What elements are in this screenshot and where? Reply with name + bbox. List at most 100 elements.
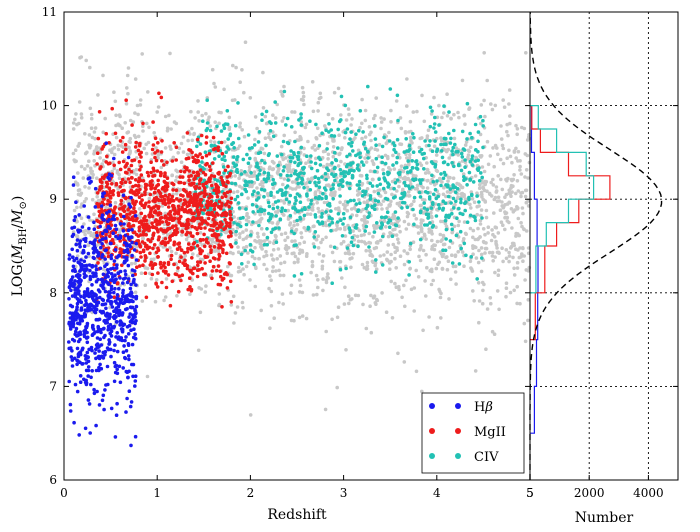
scatter-point <box>230 98 235 103</box>
scatter-point <box>313 180 317 185</box>
scatter-point <box>181 150 186 154</box>
scatter-point <box>361 189 365 194</box>
scatter-point <box>442 104 446 108</box>
scatter-point <box>262 177 267 181</box>
scatter-point <box>240 128 244 132</box>
scatter-point <box>336 206 341 210</box>
scatter-point <box>136 183 141 188</box>
scatter-point <box>468 226 473 231</box>
scatter-point <box>362 233 366 237</box>
scatter-point <box>368 197 373 201</box>
scatter-point <box>299 171 303 175</box>
scatter-point <box>393 181 398 185</box>
scatter-point <box>509 244 514 249</box>
scatter-point <box>460 78 465 83</box>
scatter-point <box>342 170 346 174</box>
scatter-point <box>316 100 321 105</box>
scatter-point <box>179 160 184 164</box>
scatter-point <box>331 186 335 191</box>
scatter-point <box>138 215 142 219</box>
scatter-point <box>363 156 367 160</box>
scatter-point <box>454 233 459 238</box>
scatter-point <box>398 229 402 234</box>
scatter-point <box>379 215 384 220</box>
scatter-point <box>195 137 200 142</box>
scatter-point <box>514 156 518 160</box>
scatter-point <box>88 166 93 171</box>
scatter-point <box>360 262 365 267</box>
scatter-point <box>67 320 72 325</box>
scatter-point <box>148 239 153 243</box>
scatter-point <box>269 230 274 235</box>
scatter-point <box>92 151 96 156</box>
scatter-point <box>365 199 370 203</box>
scatter-point <box>406 190 411 194</box>
scatter-point <box>397 172 402 177</box>
scatter-point <box>288 193 293 198</box>
scatter-point <box>118 380 123 385</box>
scatter-point <box>114 123 118 128</box>
scatter-point <box>292 231 297 236</box>
scatter-point <box>75 305 79 310</box>
scatter-point <box>125 280 130 285</box>
scatter-point <box>170 181 174 186</box>
scatter-point <box>351 251 356 256</box>
scatter-point <box>494 242 498 246</box>
scatter-point <box>333 157 338 162</box>
scatter-point <box>262 170 267 175</box>
scatter-point <box>261 106 266 110</box>
scatter-point <box>120 150 125 154</box>
scatter-point <box>518 301 522 306</box>
scatter-point <box>186 246 190 251</box>
scatter-point <box>212 140 217 144</box>
scatter-point <box>450 230 455 235</box>
scatter-point <box>360 121 364 126</box>
scatter-point <box>285 173 290 178</box>
scatter-point <box>143 254 148 258</box>
scatter-point <box>329 209 333 213</box>
scatter-point <box>361 302 365 307</box>
scatter-point <box>389 252 393 257</box>
scatter-point <box>376 189 380 193</box>
scatter-point <box>109 267 113 271</box>
scatter-point <box>412 309 417 313</box>
scatter-point <box>279 209 284 213</box>
scatter-point <box>216 226 220 231</box>
scatter-point <box>380 207 384 211</box>
scatter-point <box>90 283 94 287</box>
scatter-point <box>217 204 221 209</box>
scatter-point <box>424 212 429 216</box>
scatter-point <box>473 159 478 163</box>
scatter-point <box>237 176 241 181</box>
scatter-point <box>345 127 350 131</box>
scatter-point <box>354 132 358 136</box>
scatter-point <box>310 80 315 84</box>
scatter-point <box>473 237 478 242</box>
scatter-point <box>483 251 487 255</box>
scatter-point <box>117 207 122 211</box>
scatter-point <box>434 225 438 229</box>
scatter-point <box>89 233 93 238</box>
scatter-point <box>448 187 453 191</box>
scatter-point <box>168 246 172 250</box>
scatter-point <box>463 158 467 162</box>
scatter-point <box>479 269 484 274</box>
scatter-point <box>141 236 145 241</box>
scatter-point <box>422 206 427 210</box>
scatter-point <box>411 207 415 212</box>
scatter-point <box>448 190 453 195</box>
scatter-point <box>407 186 412 191</box>
scatter-point <box>343 285 347 290</box>
scatter-point <box>242 272 246 277</box>
scatter-point <box>364 189 368 194</box>
scatter-point <box>358 155 362 160</box>
scatter-point <box>133 332 137 337</box>
scatter-point <box>305 181 309 185</box>
scatter-point <box>193 116 197 120</box>
scatter-point <box>524 51 528 55</box>
scatter-point <box>140 176 145 180</box>
scatter-point <box>188 292 192 297</box>
scatter-point <box>280 119 285 123</box>
scatter-point <box>456 223 461 228</box>
scatter-point <box>100 302 105 307</box>
